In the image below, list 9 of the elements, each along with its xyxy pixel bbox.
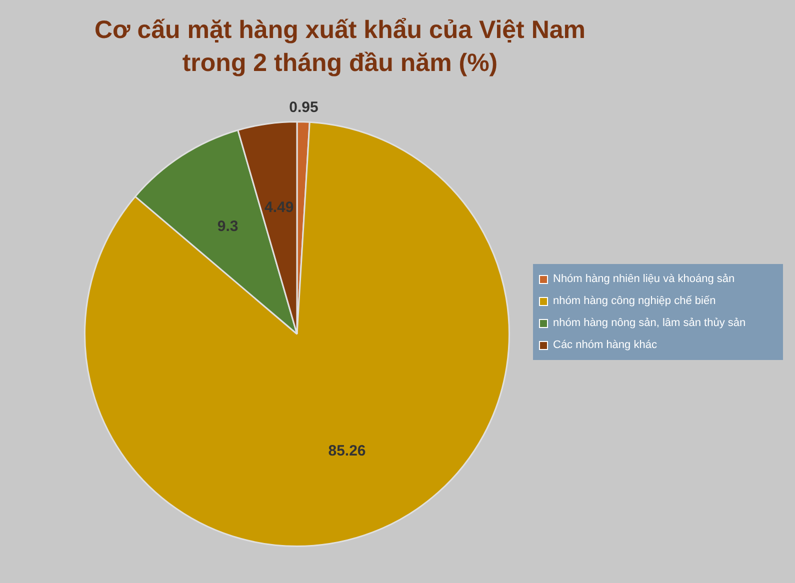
legend-label: Nhóm hàng nhiên liệu và khoáng sản xyxy=(553,273,735,285)
legend-label: nhóm hàng nông sản, lâm sản thủy sản xyxy=(553,317,746,329)
data-label: 4.49 xyxy=(264,199,294,216)
data-label: 85.26 xyxy=(328,442,366,460)
legend-label: Các nhóm hàng khác xyxy=(553,339,657,351)
data-label: 9.3 xyxy=(217,218,238,236)
data-label: 0.95 xyxy=(289,98,318,116)
chart-title: Cơ cấu mặt hàng xuất khẩu của Việt Nam trong 2 tháng đầu năm (%) xyxy=(93,15,587,79)
legend-label: nhóm hàng công nghiệp chế biến xyxy=(553,295,716,307)
